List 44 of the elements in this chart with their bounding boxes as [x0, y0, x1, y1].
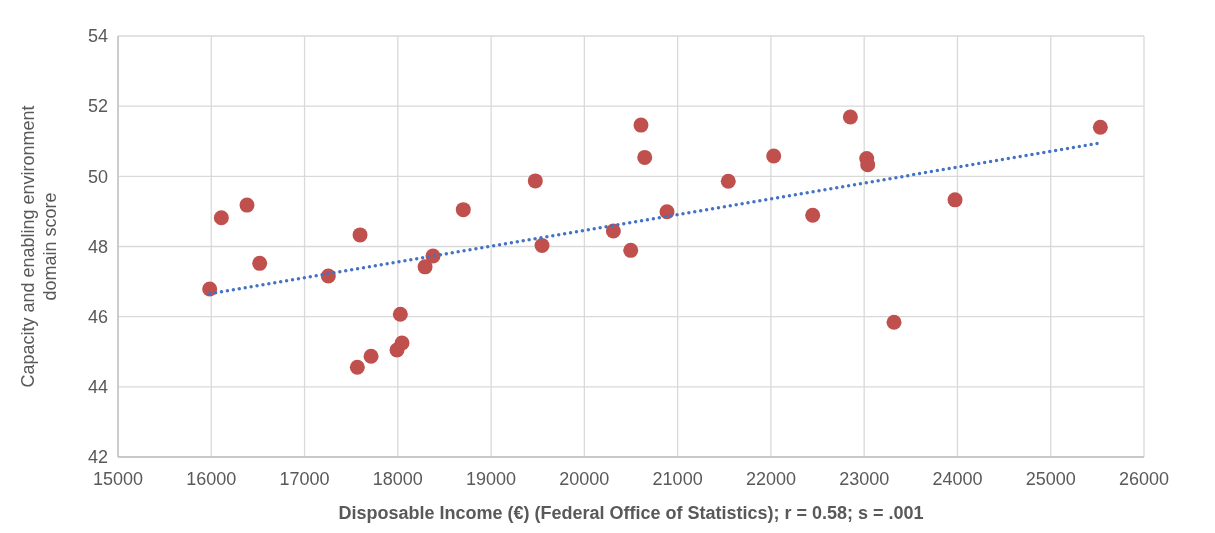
point [1092, 119, 1108, 135]
x-axis-title: Disposable Income (€) (Federal Office of Statistics); r = 0.58; s = .001 [338, 503, 924, 523]
point [605, 223, 621, 239]
point [417, 259, 433, 275]
point [886, 314, 902, 330]
x-tick-label: 17000 [279, 469, 330, 489]
x-tick-label: 19000 [466, 469, 517, 489]
point [842, 109, 858, 125]
y-tick-label: 52 [87, 96, 108, 117]
point [623, 242, 639, 258]
x-tick-label: 23000 [839, 469, 890, 489]
point [352, 227, 368, 243]
point [720, 173, 736, 189]
point [239, 197, 255, 213]
x-tick-label: 21000 [652, 469, 703, 489]
point [213, 210, 229, 226]
y-tick-label: 42 [87, 447, 108, 468]
x-tick-label: 18000 [372, 469, 423, 489]
point [527, 173, 543, 189]
x-tick-label: 15000 [92, 469, 144, 489]
y-tick-label: 54 [87, 26, 108, 47]
point [363, 348, 379, 364]
x-tick-label: 22000 [745, 469, 796, 489]
x-tick-label: 25000 [1025, 469, 1076, 489]
point [947, 192, 963, 208]
x-tick-label: 24000 [932, 469, 983, 489]
point [392, 306, 408, 322]
point [637, 149, 653, 165]
y-tick-label: 46 [87, 306, 108, 327]
point [534, 237, 550, 253]
point [766, 148, 782, 164]
y-tick-label: 48 [87, 236, 108, 257]
x-tick-label: 16000 [186, 469, 237, 489]
y-tick-label: 44 [87, 377, 108, 398]
point [394, 335, 410, 351]
point [252, 255, 268, 271]
point [455, 202, 471, 218]
x-tick-label: 20000 [559, 469, 610, 489]
point [805, 207, 821, 223]
point [633, 117, 649, 133]
y-tick-label: 50 [87, 166, 108, 187]
x-tick-label: 26000 [1118, 469, 1170, 489]
y-axis-title: Capacity and enabling environment domain score [18, 105, 60, 388]
point [349, 359, 365, 375]
